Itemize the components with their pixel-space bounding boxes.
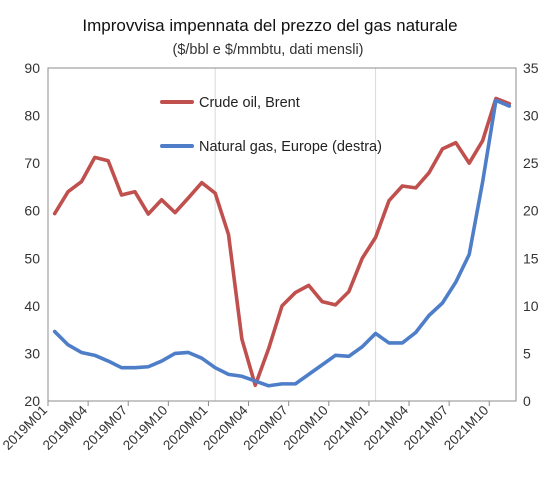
legend-label-gas: Natural gas, Europe (destra)	[199, 139, 382, 155]
y-left-tick-label: 20	[24, 393, 40, 409]
chart-title: Improvvisa impennata del prezzo del gas …	[82, 16, 457, 35]
y-right-tick-label: 35	[523, 60, 539, 76]
y-right-tick-label: 5	[523, 345, 531, 361]
y-left-tick-label: 90	[24, 60, 40, 76]
series-line-gas	[52, 98, 512, 388]
y-right-tick-label: 20	[523, 203, 539, 219]
legend-label-brent: Crude oil, Brent	[199, 95, 300, 111]
plot-area-frame	[47, 67, 517, 402]
series-layer	[52, 96, 512, 388]
y-right-tick-label: 15	[523, 250, 539, 266]
y-left-tick-label: 70	[24, 155, 40, 171]
chart-subtitle: ($/bbl e $/mmbtu, dati mensli)	[173, 42, 364, 58]
y-left-tick-label: 80	[24, 108, 40, 124]
gridlines	[214, 68, 377, 401]
y-right-tick-label: 0	[523, 393, 531, 409]
y-left-tick-label: 30	[24, 345, 40, 361]
y-right-tick-label: 25	[523, 155, 539, 171]
y-left-tick-label: 40	[24, 298, 40, 314]
y-left-tick-label: 60	[24, 203, 40, 219]
x-tick-label: 2021M10	[441, 403, 491, 453]
y-left-tick-label: 50	[24, 250, 40, 266]
left-axis: 20 30 40 50 60 70 80 90	[24, 60, 40, 409]
legend: Crude oil, Brent Natural gas, Europe (de…	[160, 95, 382, 155]
right-axis: 0 5 10 15 20 25 30 35	[523, 60, 539, 409]
series-line-brent	[52, 96, 512, 388]
y-right-tick-label: 10	[523, 298, 539, 314]
x-axis: 2019M012019M042019M072019M102020M012020M…	[0, 401, 491, 453]
y-right-tick-label: 30	[523, 108, 539, 124]
